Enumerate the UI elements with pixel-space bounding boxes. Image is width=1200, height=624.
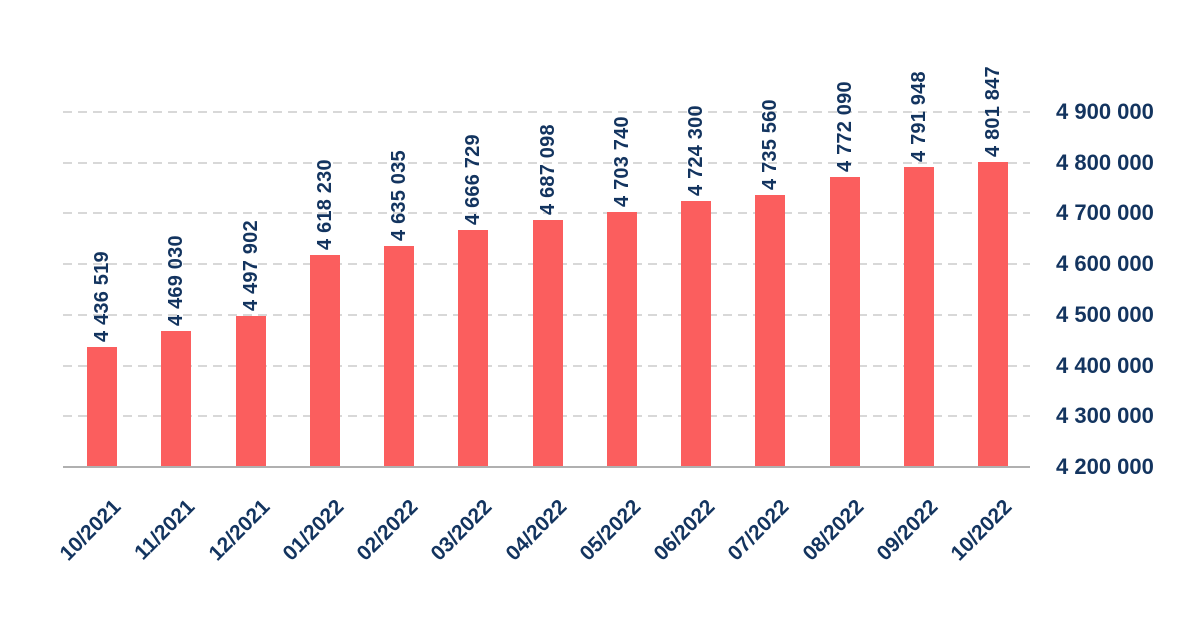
bar-value-label: 4 469 030 [165,234,188,326]
bar [681,201,711,467]
bar-value-label: 4 791 948 [907,71,930,162]
x-axis-tick-label: 06/2022 [649,495,720,566]
bar [458,230,489,467]
x-axis-tick-label: 02/2022 [352,495,423,566]
y-axis-tick-label: 4 900 000 [1056,99,1154,124]
x-axis-tick-label: 11/2021 [130,495,200,565]
y-axis-tick-label: 4 300 000 [1056,403,1154,429]
bar [903,166,934,467]
x-axis-tick-label: 03/2022 [426,495,497,566]
x-axis-tick-label: 10/2022 [946,495,1017,566]
gridline [63,111,1030,113]
bar [829,176,860,467]
x-axis-line [63,466,1030,468]
y-axis-tick-label: 4 500 000 [1056,301,1154,327]
y-axis-tick-label: 4 800 000 [1056,149,1154,175]
x-axis-tick-label: 01/2022 [278,495,349,566]
bar [755,195,786,467]
bar [606,211,637,467]
bar [532,219,563,467]
bar-value-label: 4 687 098 [536,124,559,215]
gridline [63,212,1030,215]
gridline [63,161,1030,164]
y-axis-tick-label: 4 200 000 [1056,454,1154,479]
x-axis-tick-label: 07/2022 [723,495,794,566]
bar [978,161,1008,467]
x-axis-tick-label: 12/2021 [204,495,275,566]
bar-value-label: 4 801 847 [982,65,1004,157]
bar-value-label: 4 772 090 [833,81,856,172]
x-axis-tick-label: 05/2022 [575,495,646,566]
x-axis-tick-label: 08/2022 [798,495,869,566]
y-axis-tick-label: 4 400 000 [1056,352,1154,378]
y-axis-tick-label: 4 600 000 [1056,251,1154,277]
bar [309,254,340,467]
bar [161,330,192,467]
bar [235,315,266,467]
x-axis-tick-label: 09/2022 [872,495,943,566]
bar-value-label: 4 618 230 [313,159,336,250]
bar-value-label: 4 724 300 [685,105,707,197]
bar-value-label: 4 666 729 [462,134,485,226]
bar-value-label: 4 735 560 [759,99,782,191]
x-axis-tick-label: 04/2022 [501,495,572,566]
x-axis-tick-label: 10/2021 [55,495,126,566]
bar-value-label: 4 436 519 [91,251,113,343]
bar [87,347,117,467]
bar-value-label: 4 703 740 [610,115,633,207]
bar [384,246,414,467]
bar-value-label: 4 635 035 [388,150,410,242]
bar-value-label: 4 497 902 [239,220,262,311]
y-axis-tick-label: 4 700 000 [1056,200,1154,226]
